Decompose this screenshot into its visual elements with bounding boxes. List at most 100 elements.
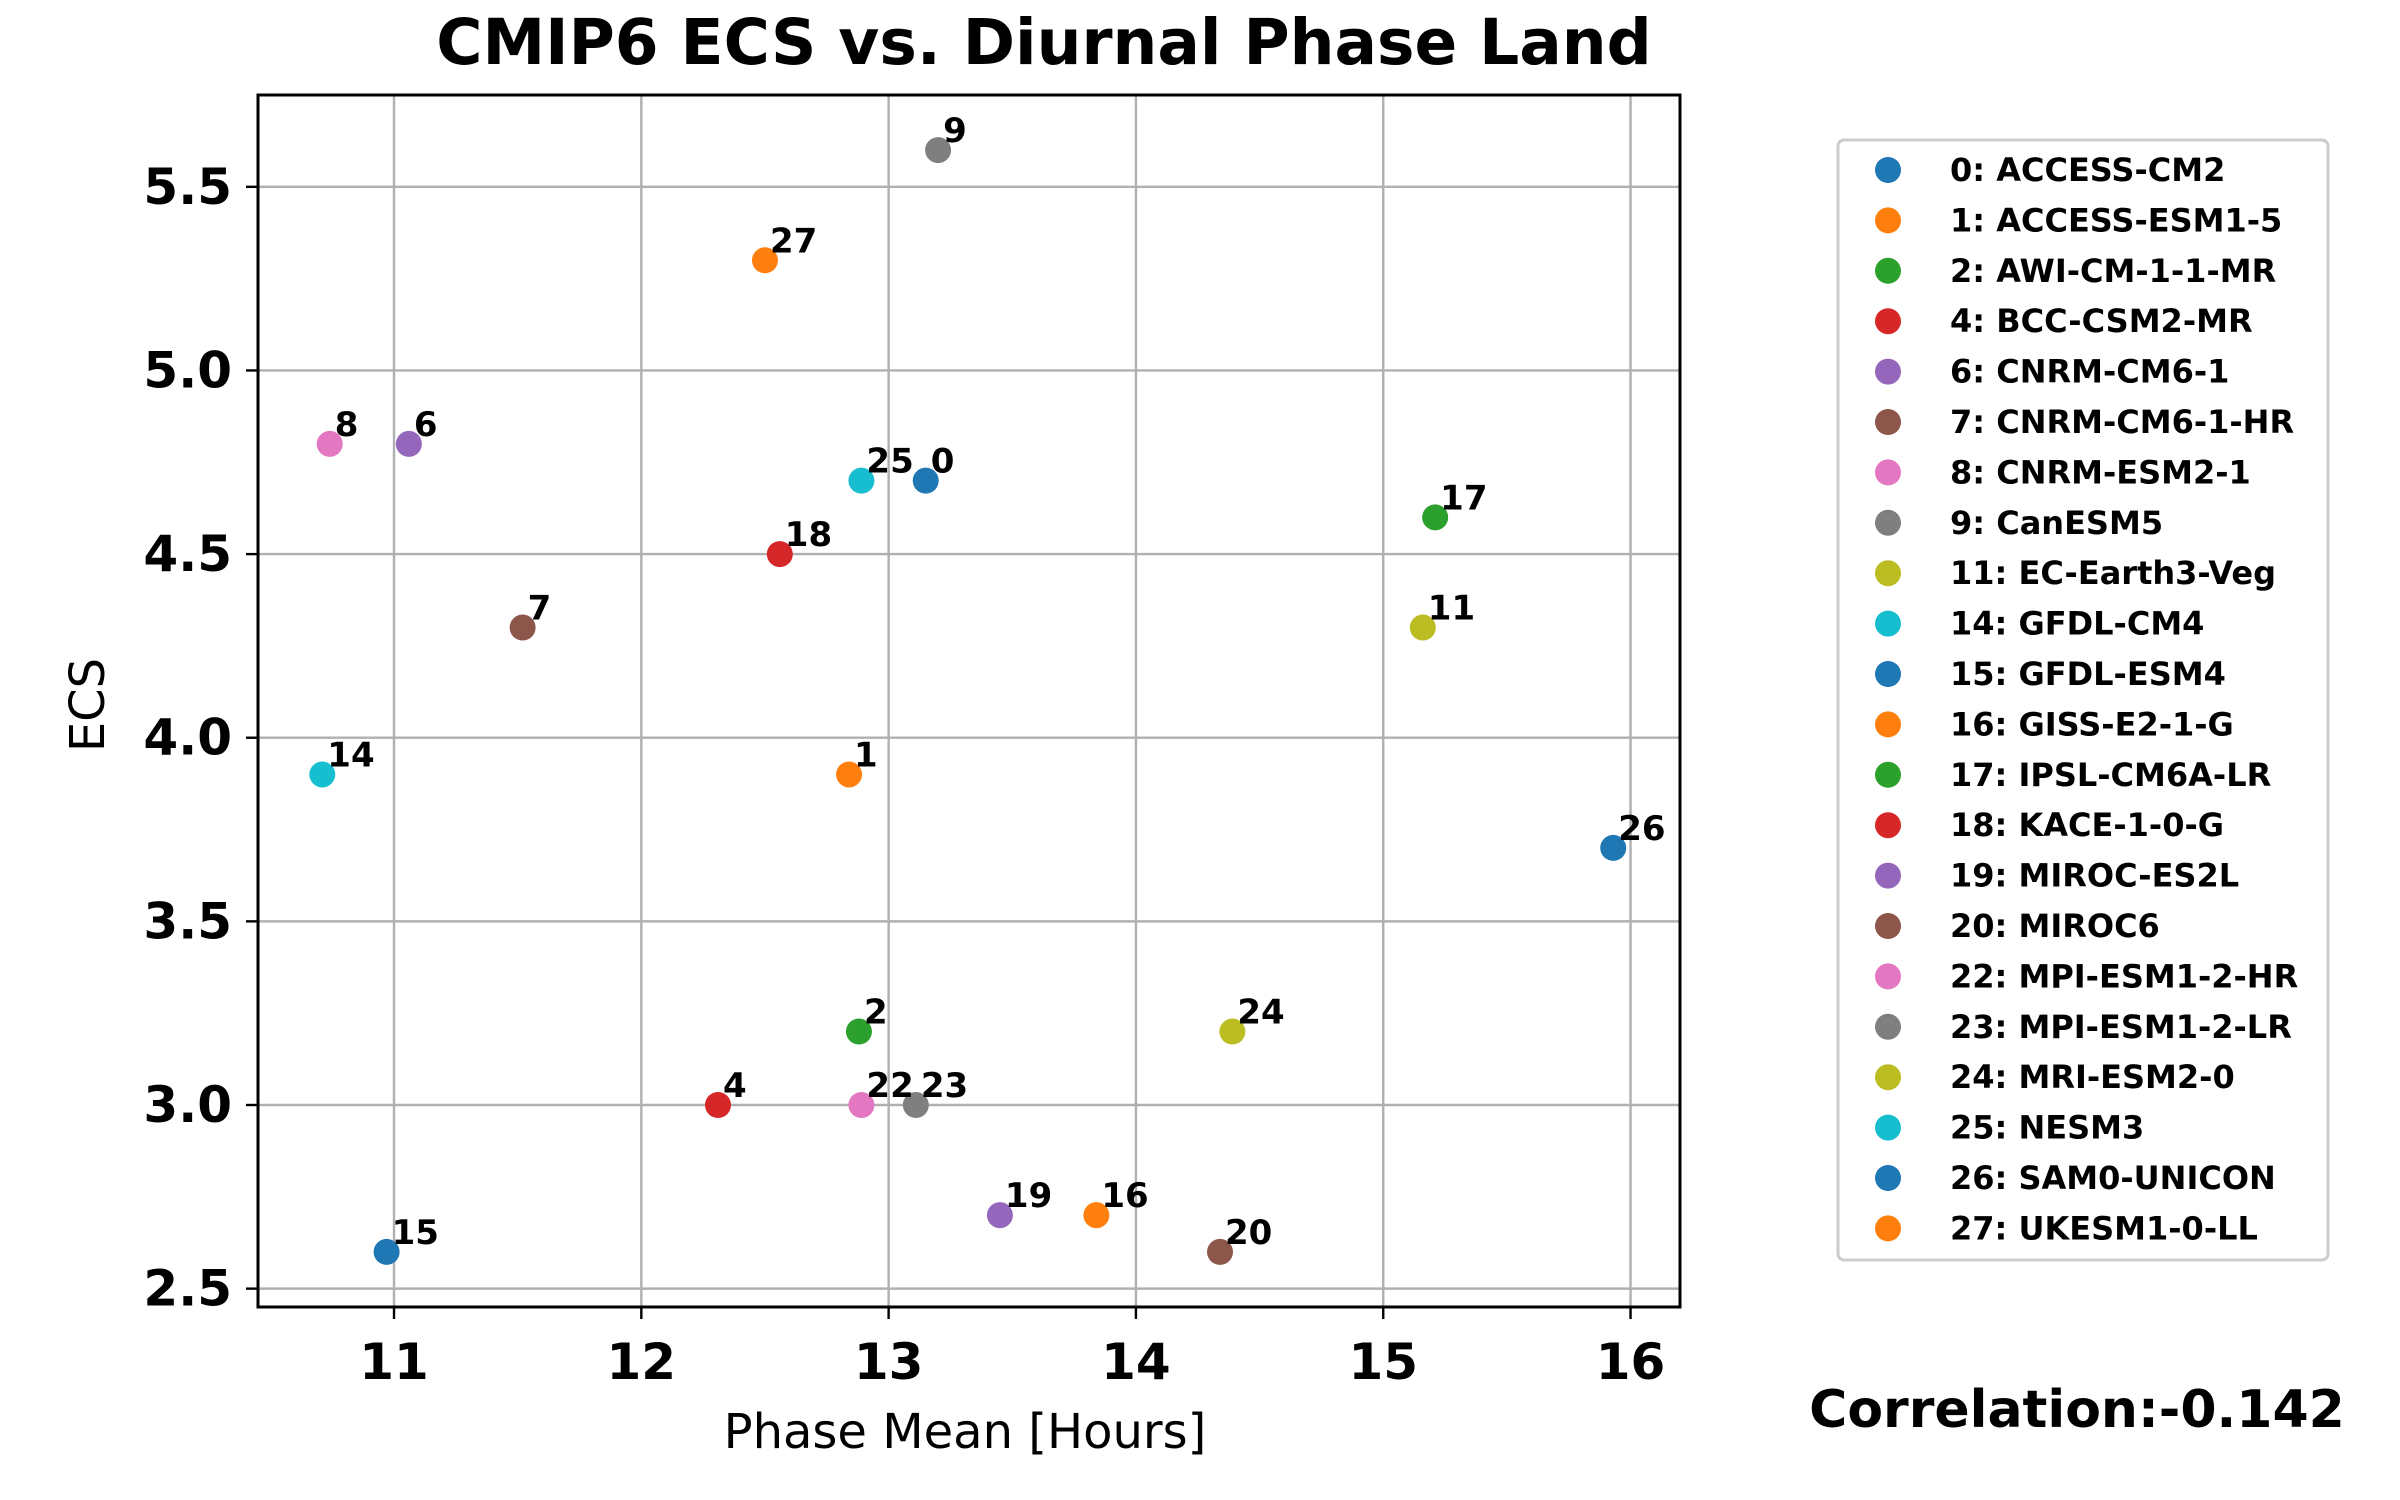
point-label-17: 17 [1440, 478, 1487, 518]
point-label-25: 25 [866, 442, 913, 482]
x-tick-label-2: 13 [854, 1333, 924, 1391]
legend-marker-11 [1875, 560, 1901, 587]
legend-label-18: 18: KACE-1-0-G [1950, 806, 2224, 844]
legend-marker-22 [1875, 963, 1901, 990]
x-axis-title: Phase Mean [Hours] [724, 1404, 1207, 1460]
data-point-1 [836, 761, 863, 788]
grid-lines [258, 95, 1680, 1307]
data-point-0 [912, 467, 939, 494]
legend-marker-25 [1875, 1114, 1901, 1141]
plot-frame [256, 93, 1682, 1309]
legend-label-2: 2: AWI-CM-1-1-MR [1950, 252, 2276, 290]
legend-label-20: 20: MIROC6 [1950, 907, 2160, 945]
correlation-text: Correlation:-0.142 [1809, 1380, 2345, 1440]
legend-label-22: 22: MPI-ESM1-2-HR [1950, 957, 2298, 995]
chart-title: CMIP6 ECS vs. Diurnal Phase Land [436, 6, 1652, 79]
legend-marker-14 [1875, 610, 1901, 637]
point-label-8: 8 [335, 405, 359, 445]
axes: 11 12 13 14 15 162.53.03.54.04.55.05.5 [143, 93, 1682, 1391]
legend-label-25: 25: NESM3 [1950, 1109, 2144, 1147]
y-tick-label-6: 5.5 [143, 158, 232, 216]
legend-label-26: 26: SAM0-UNICON [1950, 1159, 2276, 1197]
legend-marker-8 [1875, 459, 1901, 486]
x-tick-label-4: 15 [1348, 1333, 1418, 1391]
data-point-14 [309, 761, 336, 788]
data-point-4 [704, 1092, 731, 1118]
point-label-15: 15 [392, 1213, 439, 1253]
data-point-18 [766, 541, 793, 568]
legend-marker-16 [1875, 711, 1901, 738]
legend-label-1: 1: ACCESS-ESM1-5 [1950, 201, 2282, 239]
point-label-14: 14 [327, 735, 374, 775]
legend-marker-23 [1875, 1013, 1901, 1040]
y-tick-label-3: 4.0 [143, 709, 232, 767]
point-label-1: 1 [854, 735, 878, 775]
data-point-20 [1207, 1238, 1234, 1265]
legend-marker-17 [1875, 761, 1901, 788]
y-tick-label-4: 4.5 [143, 525, 232, 583]
legend-label-7: 7: CNRM-CM6-1-HR [1950, 403, 2294, 441]
point-label-20: 20 [1225, 1213, 1272, 1253]
data-point-15 [373, 1238, 400, 1265]
legend-label-6: 6: CNRM-CM6-1 [1950, 353, 2229, 391]
x-tick-label-5: 16 [1596, 1333, 1666, 1391]
point-label-0: 0 [931, 442, 955, 482]
point-label-19: 19 [1005, 1176, 1052, 1216]
legend-marker-0 [1875, 157, 1901, 183]
data-point-26 [1600, 834, 1627, 861]
x-tick-label-3: 14 [1101, 1333, 1171, 1391]
data-points [309, 137, 1627, 1265]
point-label-11: 11 [1428, 589, 1475, 629]
y-tick-label-2: 3.5 [143, 892, 232, 950]
legend-label-23: 23: MPI-ESM1-2-LR [1950, 1008, 2292, 1046]
legend-marker-1 [1875, 207, 1901, 234]
legend-marker-15 [1875, 661, 1901, 687]
legend-label-24: 24: MRI-ESM2-0 [1950, 1058, 2235, 1096]
legend-label-14: 14: GFDL-CM4 [1950, 605, 2204, 643]
y-tick-label-5: 5.0 [143, 341, 232, 399]
legend-label-11: 11: EC-Earth3-Veg [1950, 554, 2276, 592]
data-point-8 [316, 430, 343, 457]
point-label-26: 26 [1618, 809, 1665, 849]
legend-marker-6 [1875, 358, 1901, 385]
y-axis-title: ECS [60, 658, 116, 752]
y-tick-label-0: 2.5 [143, 1260, 232, 1318]
data-point-25 [848, 467, 875, 494]
legend-marker-27 [1875, 1215, 1901, 1242]
point-label-22: 22 [866, 1066, 913, 1106]
legend-label-4: 4: BCC-CSM2-MR [1950, 302, 2253, 340]
data-point-19 [986, 1202, 1013, 1229]
legend-marker-2 [1875, 257, 1901, 284]
legend-label-19: 19: MIROC-ES2L [1950, 857, 2239, 895]
point-label-7: 7 [528, 589, 552, 629]
data-point-24 [1219, 1018, 1246, 1045]
legend-label-8: 8: CNRM-ESM2-1 [1950, 453, 2251, 491]
data-point-23 [902, 1092, 929, 1118]
point-label-18: 18 [785, 515, 832, 555]
data-point-27 [751, 247, 778, 274]
y-tick-label-1: 3.0 [143, 1076, 232, 1134]
x-tick-label-1: 12 [607, 1333, 677, 1391]
legend-marker-9 [1875, 509, 1901, 536]
legend-label-17: 17: IPSL-CM6A-LR [1950, 756, 2271, 794]
data-point-16 [1083, 1202, 1110, 1229]
data-point-6 [395, 430, 422, 457]
data-point-2 [845, 1018, 872, 1045]
point-label-9: 9 [943, 111, 967, 151]
data-point-22 [848, 1092, 875, 1118]
legend-marker-7 [1875, 409, 1901, 435]
legend-marker-20 [1875, 913, 1901, 939]
point-label-4: 4 [723, 1066, 747, 1106]
point-label-2: 2 [864, 993, 888, 1033]
legend-label-16: 16: GISS-E2-1-G [1950, 705, 2234, 743]
legend-label-15: 15: GFDL-ESM4 [1950, 655, 2226, 693]
data-point-11 [1409, 614, 1436, 641]
point-label-6: 6 [414, 405, 438, 445]
legend-label-9: 9: CanESM5 [1950, 504, 2163, 542]
point-label-23: 23 [921, 1066, 968, 1106]
data-point-9 [925, 137, 952, 164]
point-label-16: 16 [1101, 1176, 1148, 1216]
legend-label-27: 27: UKESM1-0-LL [1950, 1209, 2258, 1247]
